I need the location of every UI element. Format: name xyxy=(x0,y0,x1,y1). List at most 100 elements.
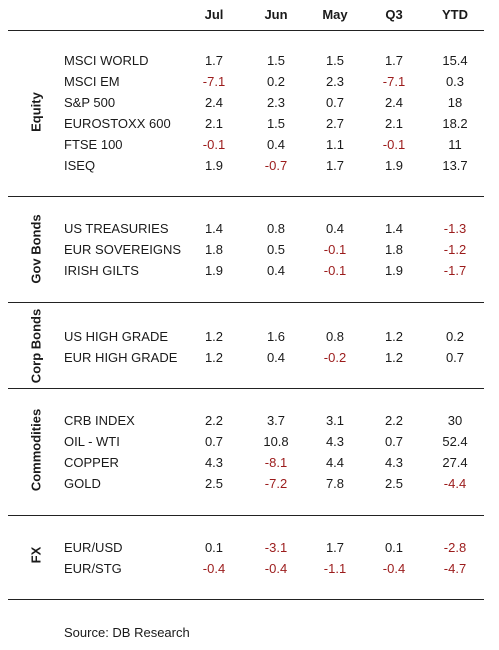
section-commodities: Commodities CRB INDEX 2.2 3.7 3.1 2.2 30… xyxy=(0,388,499,515)
value-jul: 2.5 xyxy=(204,476,224,491)
table-row: COPPER 4.3 -8.1 4.4 4.3 27.4 xyxy=(0,452,499,473)
row-name: IRISH GILTS xyxy=(64,263,139,278)
row-name: EUROSTOXX 600 xyxy=(64,116,171,131)
row-name: EUR HIGH GRADE xyxy=(64,350,178,365)
column-header-jul: Jul xyxy=(204,7,224,22)
value-may: 2.3 xyxy=(325,74,345,89)
value-q3: 1.2 xyxy=(384,350,404,365)
row-name: MSCI WORLD xyxy=(64,53,149,68)
value-jun: 1.5 xyxy=(266,116,286,131)
value-may: 0.7 xyxy=(325,95,345,110)
rule-after-commodities xyxy=(8,515,484,516)
value-ytd: 11 xyxy=(448,137,462,152)
value-may: 3.1 xyxy=(325,413,345,428)
value-jun: 0.4 xyxy=(266,137,286,152)
rule-after-equity xyxy=(8,196,484,197)
value-q3: 1.7 xyxy=(384,53,404,68)
table-row: MSCI EM -7.1 0.2 2.3 -7.1 0.3 xyxy=(0,71,499,92)
row-name: ISEQ xyxy=(64,158,96,173)
value-q3: 0.7 xyxy=(384,434,404,449)
table-row: US HIGH GRADE 1.2 1.6 0.8 1.2 0.2 xyxy=(0,326,499,347)
table-row: ISEQ 1.9 -0.7 1.7 1.9 13.7 xyxy=(0,155,499,176)
rule-after-gov-bonds xyxy=(8,302,484,303)
value-may: 2.7 xyxy=(325,116,345,131)
row-name: US TREASURIES xyxy=(64,221,169,236)
section-equity: Equity MSCI WORLD 1.7 1.5 1.5 1.7 15.4 M… xyxy=(0,30,499,195)
value-q3: 2.2 xyxy=(384,413,404,428)
value-jul: -0.4 xyxy=(202,561,226,576)
value-jun: 10.8 xyxy=(263,434,289,449)
table-row: EUR/USD 0.1 -3.1 1.7 0.1 -2.8 xyxy=(0,537,499,558)
value-ytd: 0.3 xyxy=(445,74,465,89)
value-may: -0.1 xyxy=(323,263,347,278)
row-name: FTSE 100 xyxy=(64,137,123,152)
value-may: -0.1 xyxy=(323,242,347,257)
value-jun: -7.2 xyxy=(264,476,288,491)
row-name: US HIGH GRADE xyxy=(64,329,169,344)
value-may: 7.8 xyxy=(325,476,345,491)
row-name: S&P 500 xyxy=(64,95,116,110)
value-ytd: -1.7 xyxy=(443,263,467,278)
value-q3: 1.8 xyxy=(384,242,404,257)
value-jul: 0.1 xyxy=(204,540,224,555)
value-ytd: -4.7 xyxy=(443,561,467,576)
value-ytd: -1.3 xyxy=(443,221,467,236)
value-jul: 1.9 xyxy=(204,158,224,173)
table-row: EUR SOVEREIGNS 1.8 0.5 -0.1 1.8 -1.2 xyxy=(0,239,499,260)
value-jul: 1.8 xyxy=(204,242,224,257)
column-header-ytd: YTD xyxy=(442,7,468,22)
value-ytd: 0.2 xyxy=(445,329,465,344)
value-jun: -3.1 xyxy=(264,540,288,555)
column-header-q3: Q3 xyxy=(385,7,403,22)
table-row: EUR HIGH GRADE 1.2 0.4 -0.2 1.2 0.7 xyxy=(0,347,499,368)
table-row: GOLD 2.5 -7.2 7.8 2.5 -4.4 xyxy=(0,473,499,494)
table-row: CRB INDEX 2.2 3.7 3.1 2.2 30 xyxy=(0,410,499,431)
column-header-may: May xyxy=(322,7,348,22)
row-name: EUR/STG xyxy=(64,561,122,576)
table-row: FTSE 100 -0.1 0.4 1.1 -0.1 11 xyxy=(0,134,499,155)
value-ytd: 13.7 xyxy=(442,158,468,173)
value-q3: 2.4 xyxy=(384,95,404,110)
value-ytd: 15.4 xyxy=(442,53,468,68)
value-jul: 1.2 xyxy=(204,350,224,365)
value-may: 1.7 xyxy=(325,540,345,555)
value-q3: 4.3 xyxy=(384,455,404,470)
value-jul: 4.3 xyxy=(204,455,224,470)
value-jul: -0.1 xyxy=(202,137,226,152)
value-q3: 1.9 xyxy=(384,158,404,173)
rule-top xyxy=(8,30,484,31)
value-jul: 1.9 xyxy=(204,263,224,278)
table-row: MSCI WORLD 1.7 1.5 1.5 1.7 15.4 xyxy=(0,50,499,71)
value-jul: 0.7 xyxy=(204,434,224,449)
table-header: Jul Jun May Q3 YTD xyxy=(0,0,499,30)
section-corp-bonds: Corp Bonds US HIGH GRADE 1.2 1.6 0.8 1.2… xyxy=(0,302,499,388)
value-jun: 1.6 xyxy=(266,329,286,344)
value-ytd: 52.4 xyxy=(442,434,468,449)
value-q3: 2.1 xyxy=(384,116,404,131)
value-q3: 0.1 xyxy=(384,540,404,555)
value-jun: -0.4 xyxy=(264,561,288,576)
value-ytd: 18.2 xyxy=(442,116,468,131)
value-ytd: 30 xyxy=(447,413,463,428)
rule-after-corp-bonds xyxy=(8,388,484,389)
row-name: OIL - WTI xyxy=(64,434,120,449)
value-ytd: 0.7 xyxy=(445,350,465,365)
value-may: 4.4 xyxy=(325,455,345,470)
table-row: S&P 500 2.4 2.3 0.7 2.4 18 xyxy=(0,92,499,113)
value-jun: 3.7 xyxy=(266,413,286,428)
value-jun: 1.5 xyxy=(266,53,286,68)
table-row: EUR/STG -0.4 -0.4 -1.1 -0.4 -4.7 xyxy=(0,558,499,579)
column-header-jun: Jun xyxy=(264,7,288,22)
row-name: COPPER xyxy=(64,455,119,470)
section-fx: FX EUR/USD 0.1 -3.1 1.7 0.1 -2.8 EUR/STG… xyxy=(0,515,499,599)
value-jul: 2.1 xyxy=(204,116,224,131)
value-jun: 0.4 xyxy=(266,263,286,278)
value-ytd: -4.4 xyxy=(443,476,467,491)
value-q3: 1.4 xyxy=(384,221,404,236)
value-jun: -0.7 xyxy=(264,158,288,173)
value-may: 1.5 xyxy=(325,53,345,68)
value-ytd: 18 xyxy=(447,95,463,110)
value-ytd: 27.4 xyxy=(442,455,468,470)
value-jul: 1.4 xyxy=(204,221,224,236)
value-q3: -7.1 xyxy=(382,74,406,89)
